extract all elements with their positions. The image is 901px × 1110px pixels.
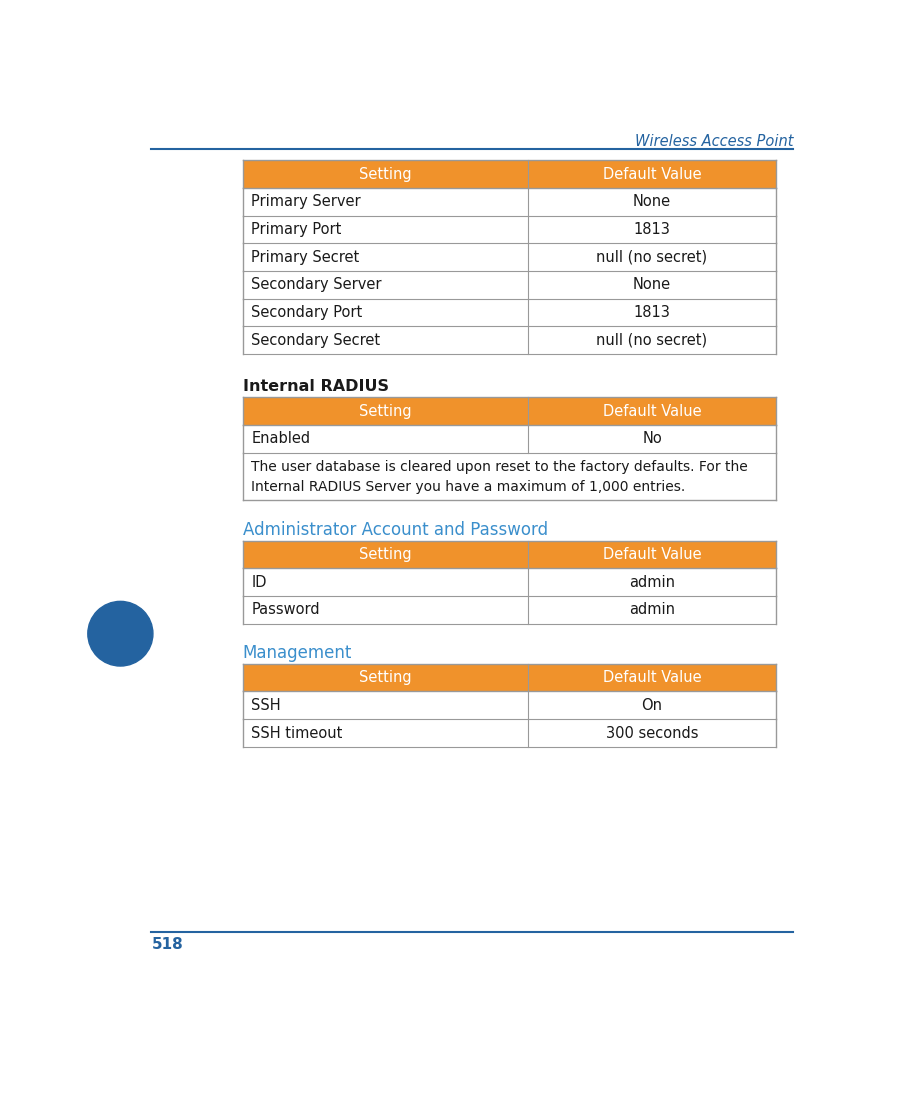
Text: Secondary Port: Secondary Port xyxy=(251,305,362,320)
Bar xyxy=(528,425,776,453)
Bar xyxy=(243,299,528,326)
Text: Secondary Secret: Secondary Secret xyxy=(251,333,380,347)
Bar xyxy=(243,453,776,501)
Text: admin: admin xyxy=(629,603,675,617)
Text: Administrator Account and Password: Administrator Account and Password xyxy=(243,521,548,538)
Text: Setting: Setting xyxy=(359,404,412,418)
Bar xyxy=(243,664,528,692)
Bar xyxy=(243,326,528,354)
Text: Primary Server: Primary Server xyxy=(251,194,361,209)
Bar xyxy=(243,568,528,596)
Bar xyxy=(528,692,776,719)
Text: Setting: Setting xyxy=(359,547,412,562)
Text: None: None xyxy=(633,194,671,209)
Text: Primary Port: Primary Port xyxy=(251,222,341,236)
Text: Password: Password xyxy=(251,603,320,617)
Bar xyxy=(243,425,528,453)
Text: Primary Secret: Primary Secret xyxy=(251,250,359,264)
Bar xyxy=(528,568,776,596)
Text: Setting: Setting xyxy=(359,670,412,685)
Text: Wireless Access Point: Wireless Access Point xyxy=(634,134,793,149)
Text: Default Value: Default Value xyxy=(603,166,701,182)
Text: Enabled: Enabled xyxy=(251,432,311,446)
Text: No: No xyxy=(642,432,662,446)
Text: 1813: 1813 xyxy=(633,305,670,320)
Text: Default Value: Default Value xyxy=(603,404,701,418)
Bar xyxy=(243,596,528,624)
Bar xyxy=(528,596,776,624)
Text: 518: 518 xyxy=(151,937,183,952)
Text: null (no secret): null (no secret) xyxy=(596,333,707,347)
Bar xyxy=(528,326,776,354)
Bar xyxy=(243,692,528,719)
Bar xyxy=(528,271,776,299)
Bar xyxy=(528,719,776,747)
Text: Default Value: Default Value xyxy=(603,547,701,562)
Bar xyxy=(243,719,528,747)
Text: ID: ID xyxy=(251,575,267,589)
Bar xyxy=(243,397,528,425)
Text: Default Value: Default Value xyxy=(603,670,701,685)
Bar xyxy=(528,299,776,326)
Bar xyxy=(243,160,528,188)
Bar xyxy=(528,541,776,568)
Text: Secondary Server: Secondary Server xyxy=(251,278,382,292)
Bar xyxy=(528,243,776,271)
Bar xyxy=(243,188,528,215)
Text: admin: admin xyxy=(629,575,675,589)
Bar xyxy=(528,397,776,425)
Bar xyxy=(243,271,528,299)
Text: The user database is cleared upon reset to the factory defaults. For the
Interna: The user database is cleared upon reset … xyxy=(251,460,748,494)
Bar xyxy=(528,215,776,243)
Bar xyxy=(528,160,776,188)
Text: SSH: SSH xyxy=(251,698,281,713)
Bar xyxy=(243,243,528,271)
Text: 1813: 1813 xyxy=(633,222,670,236)
Text: SSH timeout: SSH timeout xyxy=(251,726,342,740)
Text: null (no secret): null (no secret) xyxy=(596,250,707,264)
Bar xyxy=(528,664,776,692)
Bar xyxy=(243,215,528,243)
Circle shape xyxy=(87,602,153,666)
Bar xyxy=(243,541,528,568)
Text: Setting: Setting xyxy=(359,166,412,182)
Bar xyxy=(528,188,776,215)
Text: Management: Management xyxy=(243,644,352,662)
Text: Internal RADIUS: Internal RADIUS xyxy=(243,379,389,394)
Text: None: None xyxy=(633,278,671,292)
Text: On: On xyxy=(642,698,662,713)
Text: 300 seconds: 300 seconds xyxy=(605,726,698,740)
